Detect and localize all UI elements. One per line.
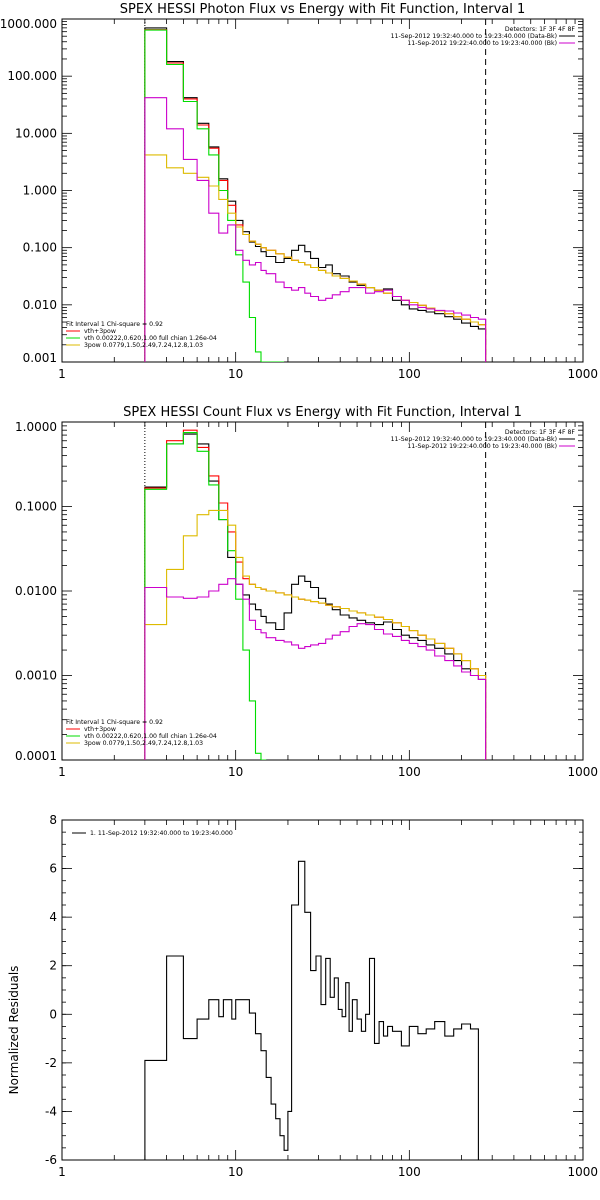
y-tick-label: 100.000 — [7, 69, 57, 83]
legend-detectors: Detectors: 1F 3F 4F 8F — [505, 429, 576, 436]
y-tick-label: -6 — [45, 1153, 57, 1167]
y-tick-label: 1000.000 — [0, 17, 57, 31]
y-tick-label: 1.0000 — [15, 420, 57, 434]
x-tick-label: 1 — [58, 765, 66, 779]
legend-left-label: vth 0.00222,0.620,1.00 full chian 1.26e-… — [84, 733, 217, 740]
y-tick-label: -4 — [45, 1104, 57, 1118]
legend-detectors: Detectors: 1F 3F 4F 8F — [505, 26, 576, 33]
y-tick-label: 0 — [49, 1007, 57, 1021]
y-tick-label: 8 — [49, 813, 57, 827]
legend-right-label: 11-Sep-2012 19:22:40.000 to 19:23:40.000… — [407, 40, 557, 47]
series-vth — [144, 29, 285, 362]
series-3pow — [144, 154, 487, 362]
series-background — [144, 578, 487, 760]
legend-fit-header: Fit Interval 1 Chi-square = 0.92 — [66, 719, 163, 726]
legend-left-label: 3pow 0.0779,1.50,2.49,7.24,12.8,1.03 — [84, 740, 203, 747]
y-tick-label: 0.010 — [23, 298, 57, 312]
series-group — [144, 27, 487, 362]
x-tick-label: 100 — [398, 765, 421, 779]
x-tick-label: 1000 — [567, 367, 598, 381]
y-tick-label: 1.000 — [23, 184, 57, 198]
x-tick-label: 100 — [398, 1165, 421, 1179]
chart-panel-2: SPEX HESSI Count Flux vs Energy with Fit… — [15, 405, 598, 779]
y-tick-label: 4 — [49, 910, 57, 924]
series-group — [144, 860, 479, 1160]
legend-left-label: vth 0.00222,0.620,1.00 full chian 1.26e-… — [84, 335, 217, 342]
y-tick-label: 0.0001 — [15, 749, 57, 763]
series-data — [144, 433, 487, 760]
chart-panel-1: SPEX HESSI Photon Flux vs Energy with Fi… — [0, 2, 598, 381]
x-tick-label: 1 — [58, 1165, 66, 1179]
series-vth-3pow — [144, 429, 487, 760]
series-group — [144, 429, 487, 760]
axis-frame — [61, 819, 584, 1161]
x-tick-label: 1 — [58, 367, 66, 381]
y-tick-label: 0.1000 — [15, 500, 57, 514]
axis-frame — [61, 18, 584, 363]
chart-title: SPEX HESSI Count Flux vs Energy with Fit… — [123, 405, 522, 420]
series-3pow — [144, 509, 487, 760]
legend-right-label: 11-Sep-2012 19:22:40.000 to 19:23:40.000… — [407, 443, 557, 450]
x-tick-label: 100 — [398, 367, 421, 381]
y-tick-label: 0.0100 — [15, 584, 57, 598]
x-tick-label: 1000 — [567, 765, 598, 779]
legend-left-label: 3pow 0.0779,1.50,2.49,7.24,12.8,1.03 — [84, 342, 203, 349]
series-background — [144, 97, 487, 362]
y-tick-label: 0.100 — [23, 241, 57, 255]
legend-fit-header: Fit Interval 1 Chi-square = 0.92 — [66, 321, 163, 328]
axis-frame — [61, 421, 584, 761]
legend-right-label: 11-Sep-2012 19:32:40.000 to 19:23:40.000… — [391, 33, 557, 40]
x-tick-label: 1000 — [567, 1165, 598, 1179]
series-data — [144, 27, 487, 362]
chart-panel-3: 1 10 100 1000 8 6 4 2 0 -2 -4 -6 Normalized Residual… — [7, 813, 598, 1179]
y-tick-label: 2 — [49, 959, 57, 973]
series-residuals — [144, 860, 479, 1160]
legend-left-label: vth+3pow — [84, 328, 116, 335]
y-tick-label: -2 — [45, 1056, 57, 1070]
legend-right-label: 11-Sep-2012 19:32:40.000 to 19:23:40.000… — [391, 436, 557, 443]
x-tick-label: 10 — [228, 367, 243, 381]
y-tick-label: 0.001 — [23, 351, 57, 365]
legend-label: 1. 11-Sep-2012 19:32:40.000 to 19:23:40.… — [90, 830, 233, 837]
series-vth — [144, 432, 267, 760]
legend-left-label: vth+3pow — [84, 726, 116, 733]
x-tick-label: 10 — [228, 1165, 243, 1179]
y-tick-label: 10.000 — [15, 126, 57, 140]
y-axis-label: Normalized Residuals — [7, 966, 21, 1095]
y-tick-label: 6 — [49, 862, 57, 876]
chart-title: SPEX HESSI Photon Flux vs Energy with Fi… — [120, 2, 526, 17]
y-tick-label: 0.0010 — [15, 669, 57, 683]
x-tick-label: 10 — [228, 765, 243, 779]
